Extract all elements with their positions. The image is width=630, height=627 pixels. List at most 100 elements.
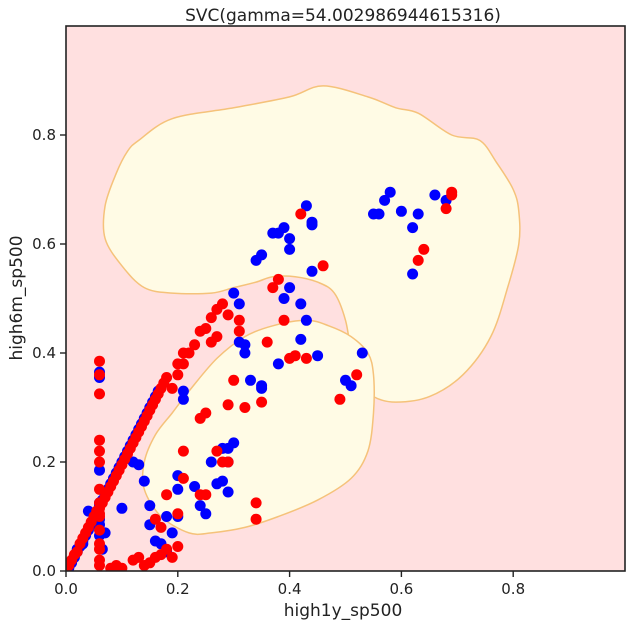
scatter-point xyxy=(161,511,173,522)
scatter-point xyxy=(155,521,167,533)
scatter-point xyxy=(94,388,105,400)
scatter-point xyxy=(211,445,223,457)
scatter-point xyxy=(149,513,161,525)
scatter-point xyxy=(239,339,251,351)
scatter-point xyxy=(429,189,441,201)
scatter-point xyxy=(116,562,128,571)
scatter-point xyxy=(194,500,206,512)
axes-frame xyxy=(65,25,626,572)
scatter-point xyxy=(138,475,150,487)
scatter-point xyxy=(384,186,396,198)
scatter-point xyxy=(373,208,385,220)
scatter-point xyxy=(295,333,307,345)
scatter-point xyxy=(217,475,228,487)
scatter-point xyxy=(94,497,105,509)
scatter-point xyxy=(177,358,189,370)
scatter-point xyxy=(317,260,329,272)
y-tick-label: 0.2 xyxy=(32,453,56,471)
x-tick-label: 0.8 xyxy=(501,580,525,598)
scatter-point xyxy=(161,489,173,501)
scatter-point xyxy=(177,385,189,397)
scatter-point xyxy=(289,350,301,362)
scatter-point xyxy=(222,309,234,321)
scatter-point xyxy=(94,511,105,522)
decision-region-upper xyxy=(102,85,521,403)
scatter-point xyxy=(172,541,184,552)
y-tick-label: 0.8 xyxy=(32,126,56,144)
scatter-point xyxy=(161,543,173,555)
scatter-point xyxy=(284,282,296,294)
plot-area: 0.0 0.2 0.4 0.6 0.8 0.0 0.2 0.4 0.6 0.8 xyxy=(32,25,626,598)
scatter-point xyxy=(94,445,105,457)
scatter-point xyxy=(228,287,240,299)
scatter-point xyxy=(222,486,234,498)
scatter-point xyxy=(94,464,105,476)
scatter-point xyxy=(161,372,173,383)
scatter-point xyxy=(116,502,128,514)
scatter-point xyxy=(278,314,290,326)
scatter-point xyxy=(172,369,184,381)
scatter-point xyxy=(412,208,424,220)
scatter-point xyxy=(345,380,357,392)
scatter-point xyxy=(233,298,245,310)
scatter-point xyxy=(222,456,234,468)
scatter-point xyxy=(351,369,363,381)
scatter-point xyxy=(189,481,201,492)
scatter-point xyxy=(94,355,105,367)
scatter-point xyxy=(278,222,290,234)
scatter-point xyxy=(379,194,391,206)
scatter-point xyxy=(446,186,458,198)
scatter-point xyxy=(300,200,312,212)
scatter-point xyxy=(94,434,105,446)
scatter-point xyxy=(217,298,228,310)
scatter-point xyxy=(183,347,195,359)
scatter-point xyxy=(306,265,318,277)
scatter-point xyxy=(94,369,105,381)
y-tick-label: 0.0 xyxy=(32,562,56,580)
scatter-point xyxy=(284,243,296,255)
scatter-point xyxy=(407,222,419,234)
y-axis-label: high6m_sp500 xyxy=(7,235,27,360)
scatter-point xyxy=(233,325,245,337)
scatter-point xyxy=(228,374,240,386)
scatter-point xyxy=(94,560,105,571)
x-axis-label: high1y_sp500 xyxy=(284,601,403,621)
scatter-point xyxy=(256,249,268,261)
scatter-point xyxy=(250,497,262,509)
scatter-point xyxy=(284,233,296,245)
x-tick-label: 0.6 xyxy=(389,580,413,598)
scatter-point xyxy=(239,347,251,359)
scatter-point xyxy=(200,407,212,419)
scatter-point xyxy=(166,382,178,394)
scatter-point xyxy=(440,203,452,215)
scatter-point xyxy=(412,254,424,266)
scatter-point xyxy=(94,543,105,555)
x-tick-label: 0.4 xyxy=(278,580,302,598)
scatter-point xyxy=(222,399,234,411)
chart-title: SVC(gamma=54.002986944615316) xyxy=(185,6,501,26)
scatter-point xyxy=(189,339,201,351)
scatter-point xyxy=(94,456,105,468)
scatter-point xyxy=(177,445,189,457)
scatter-point xyxy=(256,380,268,392)
scatter-point xyxy=(94,524,105,536)
scatter-point xyxy=(205,456,217,468)
scatter-point xyxy=(295,208,307,220)
scatter-point xyxy=(356,347,368,359)
scatter-point xyxy=(407,268,419,280)
scatter-point xyxy=(200,508,212,520)
scatter-point xyxy=(200,323,212,334)
scatter-point xyxy=(295,298,307,310)
scatter-point xyxy=(233,314,245,326)
scatter-point xyxy=(256,396,268,408)
scatter-point xyxy=(334,393,346,405)
scatter-point xyxy=(172,483,184,495)
scatter-point xyxy=(133,551,145,563)
scatter-point xyxy=(300,314,312,326)
scatter-point xyxy=(144,500,156,512)
scatter-point xyxy=(205,312,217,324)
scatter-point xyxy=(261,336,273,348)
scatter-point xyxy=(239,402,251,413)
x-tick-label: 0.2 xyxy=(166,580,190,598)
